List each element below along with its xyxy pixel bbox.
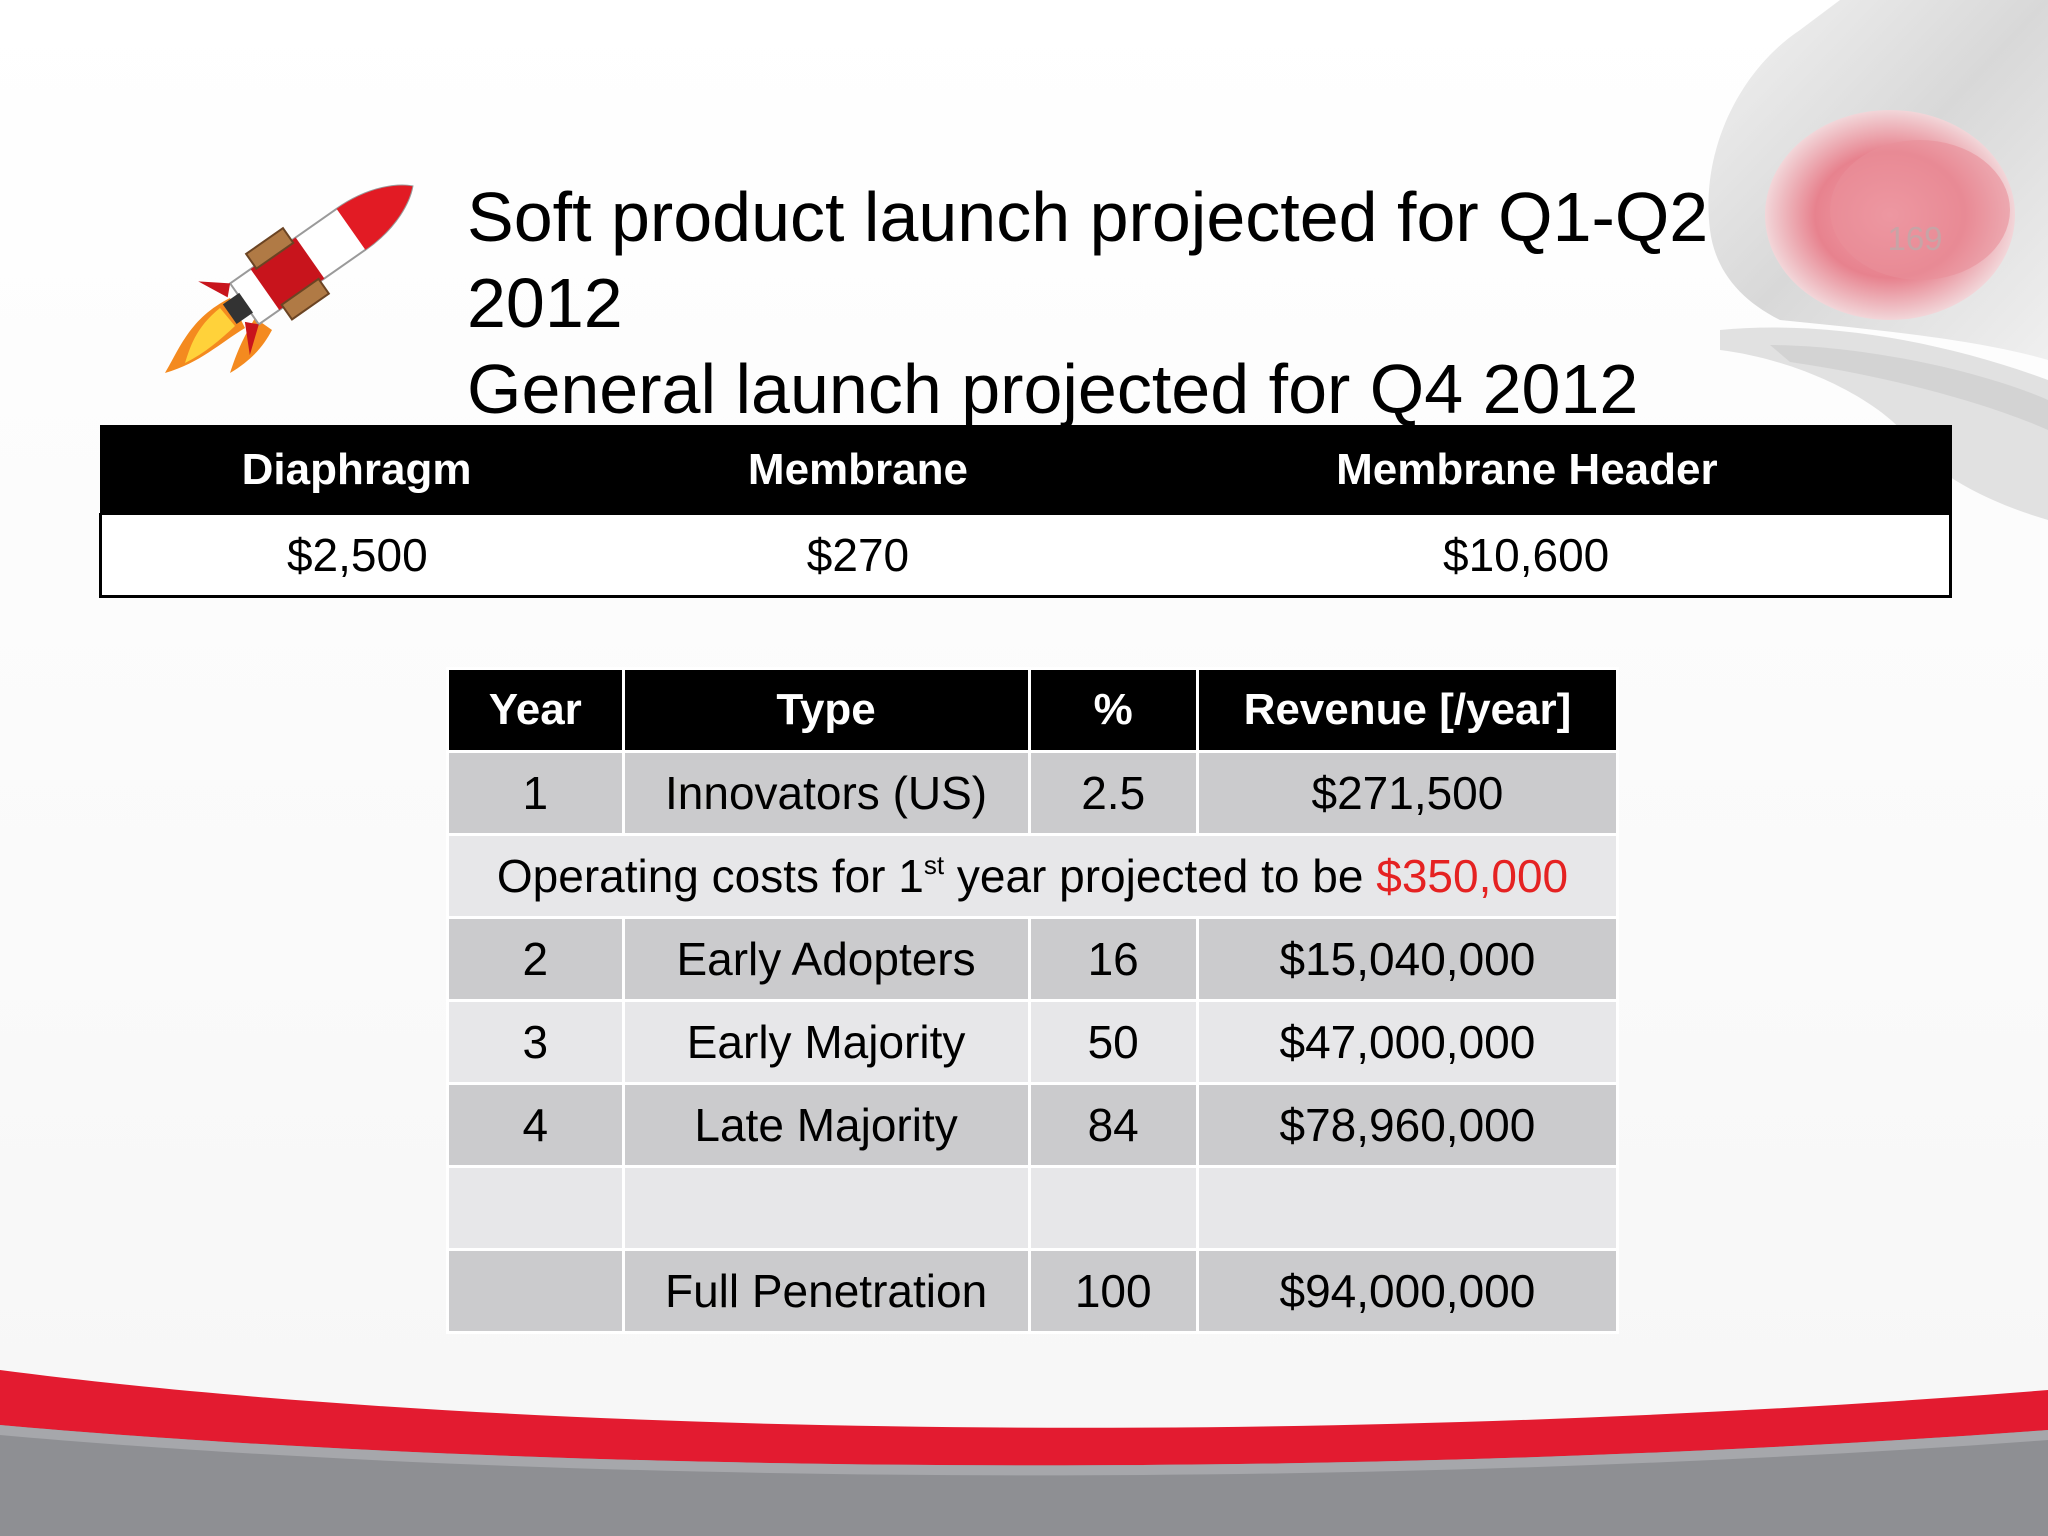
cell-percent: 16	[1027, 916, 1199, 1002]
adoption-header-row: Year Type % Revenue [/year]	[446, 667, 1620, 753]
footer-swoosh	[0, 1370, 2048, 1536]
cell-percent	[1027, 1165, 1199, 1251]
slide-title: Soft product launch projected for Q1-Q2 …	[467, 174, 1797, 432]
brand-logo-s	[1708, 0, 2048, 520]
cell-percent: 84	[1027, 1082, 1199, 1168]
cell-year	[446, 1165, 625, 1251]
price-header-row: Diaphragm Membrane Membrane Header	[99, 425, 1952, 515]
header-revenue: Revenue [/year]	[1195, 667, 1620, 753]
cell-revenue: $15,040,000	[1195, 916, 1620, 1002]
table-row: Full Penetration 100 $94,000,000	[446, 1248, 1620, 1334]
cell-type: Early Adopters	[621, 916, 1031, 1002]
cell-year: 4	[446, 1082, 625, 1168]
price-header-diaphragm: Diaphragm	[99, 425, 614, 515]
cell-revenue: $78,960,000	[1195, 1082, 1620, 1168]
title-line-3: General launch projected for Q4 2012	[467, 350, 1639, 428]
cell-type: Innovators (US)	[621, 750, 1031, 836]
price-table: Diaphragm Membrane Membrane Header $2,50…	[98, 425, 1953, 598]
operating-costs-prefix: Operating costs for 1	[496, 850, 924, 902]
rocket-icon	[165, 184, 414, 373]
table-row: 4 Late Majority 84 $78,960,000	[446, 1082, 1620, 1168]
table-row: 1 Innovators (US) 2.5 $271,500	[446, 750, 1620, 836]
table-row	[446, 1165, 1620, 1251]
price-membrane-header: $10,600	[1103, 513, 1953, 598]
cell-year: 2	[446, 916, 625, 1002]
price-header-membrane: Membrane	[611, 425, 1105, 515]
cell-revenue: $94,000,000	[1195, 1248, 1620, 1334]
header-year: Year	[446, 667, 625, 753]
cell-type: Full Penetration	[621, 1248, 1031, 1334]
operating-costs-amount: $350,000	[1376, 850, 1569, 902]
header-percent: %	[1027, 667, 1199, 753]
cell-year: 1	[446, 750, 625, 836]
page-number: 169	[1887, 220, 1943, 257]
table-row: 2 Early Adopters 16 $15,040,000	[446, 916, 1620, 1002]
adoption-table: Year Type % Revenue [/year] 1 Innovators…	[446, 667, 1620, 1334]
operating-costs-middle: year projected to be	[944, 850, 1377, 902]
cell-revenue: $47,000,000	[1195, 999, 1620, 1085]
price-diaphragm: $2,500	[98, 513, 613, 598]
cell-year: 3	[446, 999, 625, 1085]
operating-costs-row: Operating costs for 1st year projected t…	[446, 833, 1619, 919]
header-type: Type	[621, 667, 1031, 753]
cell-revenue: $271,500	[1195, 750, 1620, 836]
price-membrane: $270	[612, 513, 1104, 598]
cell-percent: 2.5	[1027, 750, 1199, 836]
price-value-row: $2,500 $270 $10,600	[98, 513, 1953, 598]
cell-year	[446, 1248, 625, 1334]
cell-percent: 50	[1027, 999, 1199, 1085]
cell-type	[621, 1165, 1031, 1251]
title-line-1: Soft product launch projected for Q1-Q2	[467, 178, 1709, 256]
title-line-2: 2012	[467, 264, 623, 342]
table-row: 3 Early Majority 50 $47,000,000	[446, 999, 1620, 1085]
price-header-membrane-header: Membrane Header	[1102, 425, 1952, 515]
cell-type: Late Majority	[621, 1082, 1031, 1168]
cell-revenue	[1195, 1165, 1620, 1251]
cell-type: Early Majority	[621, 999, 1031, 1085]
cell-percent: 100	[1027, 1248, 1199, 1334]
operating-costs-ordinal: st	[923, 850, 945, 880]
operating-costs-note: Operating costs for 1st year projected t…	[446, 833, 1619, 919]
